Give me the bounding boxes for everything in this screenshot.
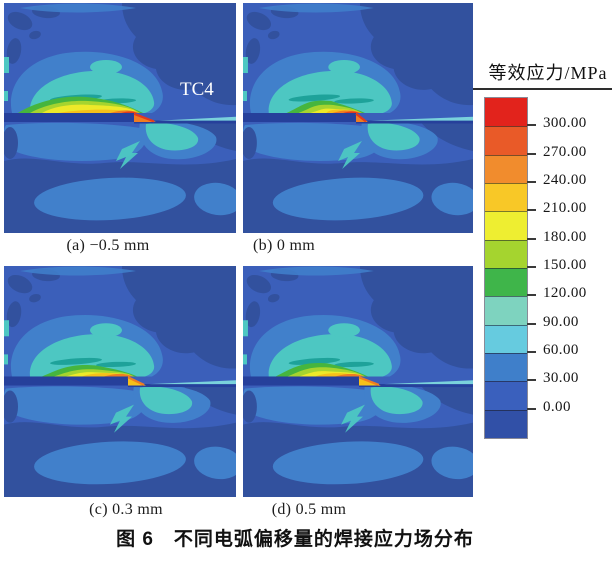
colorbar-segment [485, 267, 527, 297]
colorbar-tick [527, 294, 536, 297]
colorbar-tick [527, 407, 536, 410]
colorbar-segment [485, 126, 527, 155]
colorbar-segment [485, 239, 527, 268]
colorbar-tick-label: 150.00 [543, 257, 587, 273]
colorbar-tick-label: 60.00 [543, 342, 579, 358]
panel-caption-c: (c) 0.3 mm [89, 501, 163, 518]
colorbar-title: 等效应力/MPa [488, 63, 608, 83]
colorbar-segment [485, 352, 527, 382]
colorbar-tick-label: 240.00 [543, 172, 587, 188]
colorbar-segment [485, 409, 527, 438]
colorbar-tick [527, 351, 536, 353]
colorbar-tick-label: 270.00 [543, 143, 587, 160]
colorbar-segment [485, 381, 527, 410]
colorbar-tick [527, 209, 536, 212]
colorbar-tick [527, 266, 536, 268]
colorbar-segment [485, 324, 527, 353]
colorbar-segment [485, 98, 527, 127]
panel-caption-a: (a) −0.5 mm [66, 237, 150, 254]
colorbar-segment [485, 182, 527, 212]
colorbar-tick-label: 120.00 [543, 285, 587, 302]
figure-title: 图 6 不同电弧偏移量的焊接应力场分布 [116, 529, 474, 550]
colorbar-tick [527, 152, 536, 155]
colorbar-segment [485, 296, 527, 325]
colorbar-tick [527, 237, 536, 240]
colorbar-tick-label: 90.00 [543, 313, 579, 330]
panel-caption-b: (b) 0 mm [253, 237, 315, 254]
colorbar-tick [527, 322, 536, 325]
colorbar-segment [485, 211, 527, 240]
colorbar-tick-label: 210.00 [543, 200, 587, 217]
contour-panel-d [243, 266, 473, 497]
colorbar-rule [473, 88, 612, 90]
contour-panel-a: TC4 [4, 3, 236, 233]
colorbar-tick-label: 300.00 [543, 115, 587, 132]
material-label: TC4 [180, 79, 214, 100]
colorbar-tick [527, 379, 536, 382]
colorbar-segment [485, 154, 527, 183]
colorbar [484, 97, 528, 439]
colorbar-tick-label: 180.00 [543, 228, 587, 245]
panel-caption-d: (d) 0.5 mm [271, 501, 347, 518]
contour-panel-b [243, 3, 473, 233]
colorbar-tick [527, 181, 536, 183]
colorbar-tick-label: 30.00 [543, 370, 579, 387]
contour-panel-c [4, 266, 236, 497]
colorbar-tick [527, 124, 536, 127]
colorbar-tick-label: 0.00 [543, 398, 571, 415]
